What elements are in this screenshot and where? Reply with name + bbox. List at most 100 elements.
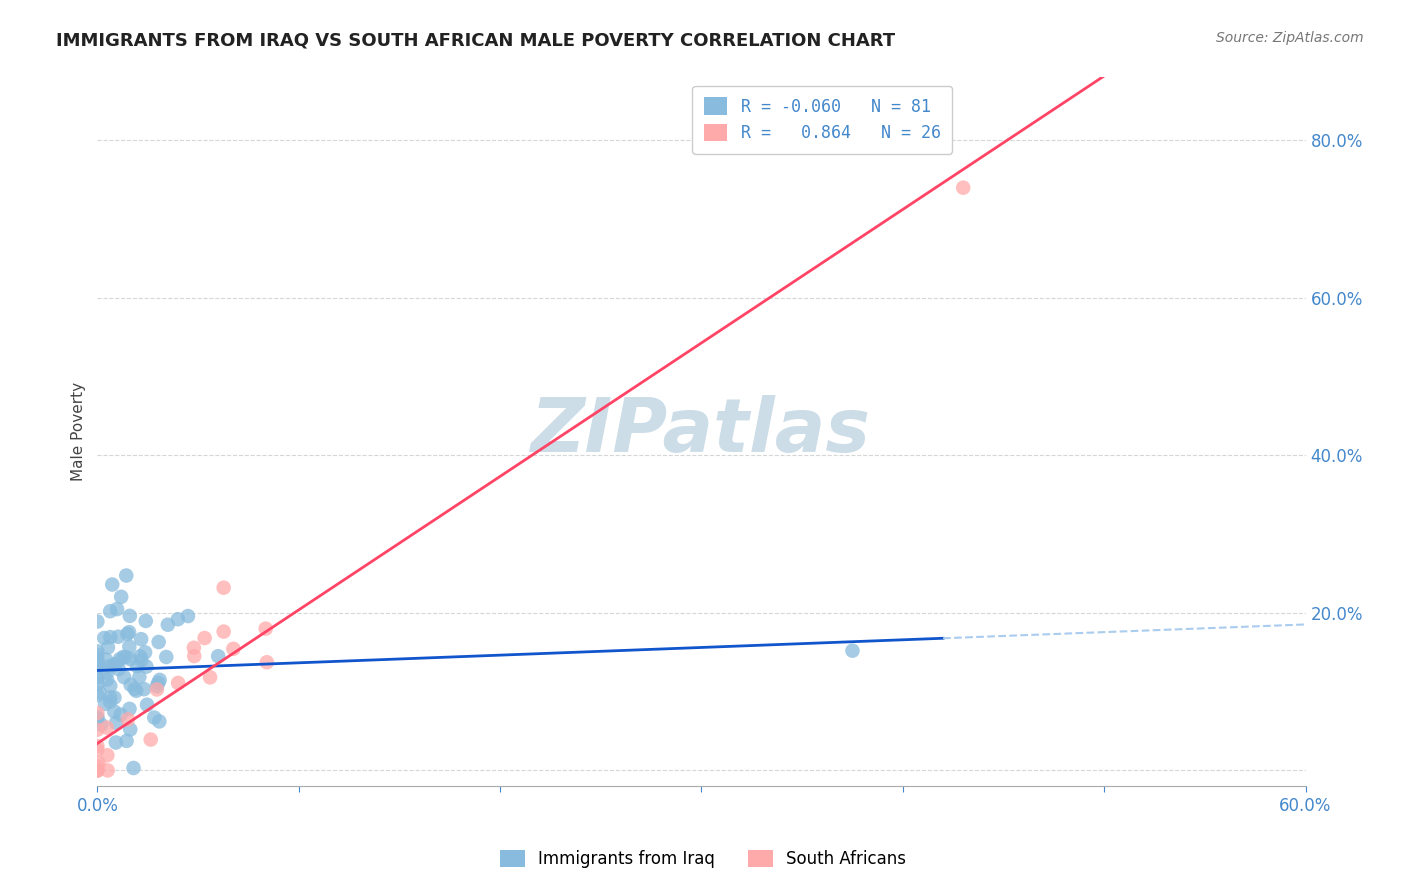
Point — [256, 655, 278, 669]
Point — [120, 652, 142, 666]
Y-axis label: Male Poverty: Male Poverty — [72, 383, 86, 482]
Point — [148, 714, 170, 729]
Point — [86, 712, 108, 726]
Point — [124, 681, 146, 696]
Point — [112, 650, 135, 665]
Point — [86, 661, 108, 675]
Legend: R = -0.060   N = 81, R =   0.864   N = 26: R = -0.060 N = 81, R = 0.864 N = 26 — [692, 86, 952, 153]
Point — [87, 756, 110, 770]
Point — [198, 670, 221, 684]
Point — [135, 659, 157, 673]
Point — [118, 702, 141, 716]
Point — [98, 690, 121, 705]
Point — [207, 649, 229, 664]
Point — [86, 764, 108, 778]
Point — [128, 670, 150, 684]
Point — [127, 659, 149, 673]
Point — [131, 653, 153, 667]
Point — [129, 649, 152, 664]
Point — [86, 657, 108, 672]
Point — [98, 679, 121, 693]
Point — [100, 630, 122, 644]
Point — [146, 682, 169, 697]
Point — [96, 748, 118, 763]
Point — [222, 641, 245, 656]
Point — [104, 735, 127, 749]
Point — [86, 723, 108, 737]
Point — [120, 678, 142, 692]
Point — [86, 670, 108, 684]
Point — [94, 652, 117, 666]
Point — [103, 705, 125, 719]
Point — [149, 673, 172, 687]
Point — [86, 688, 108, 702]
Point — [143, 710, 166, 724]
Point — [86, 670, 108, 684]
Point — [115, 568, 138, 582]
Point — [93, 631, 115, 645]
Point — [98, 604, 121, 618]
Point — [167, 676, 190, 690]
Point — [134, 645, 156, 659]
Point — [118, 625, 141, 640]
Text: Source: ZipAtlas.com: Source: ZipAtlas.com — [1216, 31, 1364, 45]
Point — [94, 697, 117, 711]
Point — [118, 608, 141, 623]
Point — [129, 632, 152, 647]
Text: IMMIGRANTS FROM IRAQ VS SOUTH AFRICAN MALE POVERTY CORRELATION CHART: IMMIGRANTS FROM IRAQ VS SOUTH AFRICAN MA… — [56, 31, 896, 49]
Point — [148, 635, 170, 649]
Point — [101, 577, 124, 591]
Point — [105, 602, 128, 616]
Point — [86, 706, 108, 720]
Point — [952, 180, 974, 194]
Point — [212, 624, 235, 639]
Point — [155, 650, 177, 665]
Point — [183, 640, 205, 655]
Point — [156, 617, 179, 632]
Point — [177, 609, 200, 624]
Point — [110, 707, 132, 722]
Point — [112, 670, 135, 684]
Point — [125, 683, 148, 698]
Point — [86, 644, 108, 658]
Point — [86, 615, 108, 629]
Point — [86, 739, 108, 753]
Point — [108, 652, 131, 666]
Point — [98, 695, 121, 709]
Point — [89, 685, 111, 699]
Point — [212, 581, 235, 595]
Text: ZIPatlas: ZIPatlas — [531, 395, 872, 468]
Point — [183, 649, 205, 664]
Point — [139, 732, 162, 747]
Point — [167, 612, 190, 626]
Point — [107, 662, 129, 676]
Point — [96, 721, 118, 735]
Point — [136, 698, 159, 712]
Point — [115, 734, 138, 748]
Point — [146, 679, 169, 693]
Point — [135, 614, 157, 628]
Point — [86, 677, 108, 691]
Point — [148, 675, 170, 690]
Point — [105, 715, 128, 730]
Point — [90, 717, 112, 731]
Point — [118, 640, 141, 654]
Point — [841, 643, 863, 657]
Point — [103, 657, 125, 672]
Point — [86, 710, 108, 724]
Point — [122, 761, 145, 775]
Point — [86, 764, 108, 778]
Point — [103, 690, 125, 705]
Point — [132, 682, 155, 697]
Point — [120, 723, 142, 737]
Point — [104, 657, 127, 671]
Point — [194, 631, 217, 645]
Point — [96, 673, 118, 687]
Point — [86, 656, 108, 670]
Point — [97, 640, 120, 655]
Point — [114, 650, 136, 665]
Point — [254, 622, 277, 636]
Point — [86, 764, 108, 778]
Point — [86, 655, 108, 669]
Point — [86, 652, 108, 666]
